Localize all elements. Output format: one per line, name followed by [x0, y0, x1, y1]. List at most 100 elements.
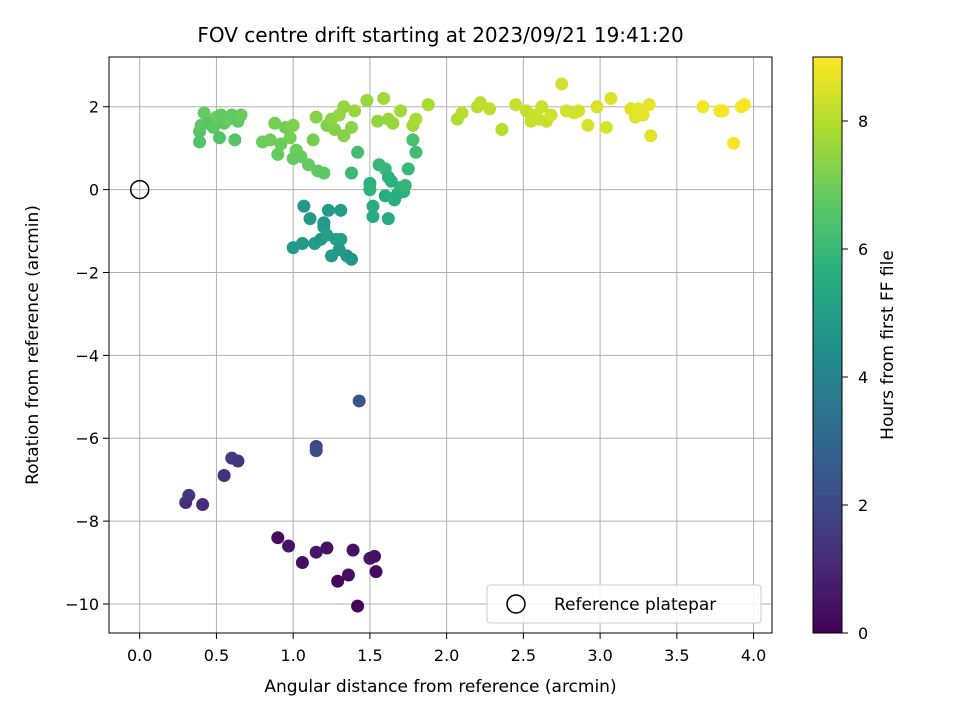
data-point — [483, 102, 497, 116]
legend: Reference platepar — [486, 584, 762, 624]
data-point — [213, 131, 226, 145]
data-point — [381, 212, 395, 226]
data-point — [344, 166, 358, 180]
x-tick-label: 2.0 — [434, 646, 459, 665]
data-point — [346, 543, 360, 557]
colorbar-gradient — [812, 56, 843, 634]
data-point — [384, 174, 398, 188]
data-point — [421, 98, 435, 112]
data-point — [581, 118, 595, 132]
data-point — [231, 454, 245, 468]
data-point — [283, 131, 297, 145]
reference-marker — [129, 179, 150, 200]
x-tick-label: 2.5 — [511, 646, 536, 665]
data-point — [727, 136, 741, 150]
data-point — [352, 394, 366, 408]
data-point — [599, 120, 613, 134]
data-point — [409, 145, 423, 159]
colorbar-label: Hours from first FF file — [878, 250, 898, 440]
x-tick-label: 0.5 — [204, 646, 229, 665]
y-tick-label: −8 — [75, 512, 99, 531]
data-point — [344, 252, 358, 266]
data-point — [371, 114, 385, 128]
data-point — [544, 108, 558, 122]
x-tick-label: 3.0 — [587, 646, 612, 665]
data-point — [337, 129, 351, 143]
data-point — [644, 129, 658, 143]
data-point — [306, 133, 320, 147]
data-point — [309, 545, 323, 559]
data-point — [509, 98, 523, 112]
data-point — [590, 100, 604, 114]
data-point — [197, 106, 211, 120]
colorbar: 0 2 4 6 8 Hours from first FF file — [812, 56, 898, 643]
data-point — [366, 199, 380, 213]
data-point — [398, 178, 412, 192]
data-point — [228, 133, 242, 147]
data-point — [455, 106, 469, 120]
y-tick-label: −10 — [65, 595, 99, 614]
y-axis-ticks: 2 0 −2 −4 −6 −8 −10 — [65, 98, 109, 614]
data-point — [473, 96, 487, 110]
data-point — [274, 137, 288, 151]
colorbar-tick-label: 0 — [858, 624, 868, 643]
data-point — [321, 203, 335, 217]
data-point — [351, 599, 365, 613]
data-point — [406, 133, 420, 147]
data-points — [179, 77, 751, 613]
y-tick-label: 2 — [89, 98, 99, 117]
data-point — [344, 120, 358, 134]
y-tick-label: −2 — [75, 263, 99, 282]
data-point — [341, 568, 355, 582]
data-point — [268, 116, 282, 130]
data-point — [334, 232, 348, 246]
x-axis-ticks: 0.0 0.5 1.0 1.5 2.0 2.5 3.0 3.5 4.0 — [127, 633, 766, 665]
colorbar-ticks: 0 2 4 6 8 — [842, 112, 868, 643]
data-point — [696, 100, 710, 114]
x-tick-label: 0.0 — [127, 646, 152, 665]
data-point — [409, 112, 423, 126]
data-point — [535, 100, 549, 114]
data-point — [604, 91, 618, 105]
data-point — [360, 94, 374, 108]
data-point — [303, 212, 317, 226]
data-point — [309, 444, 323, 458]
data-point — [295, 236, 309, 250]
data-point — [348, 104, 362, 118]
data-point — [377, 91, 391, 105]
data-point — [368, 549, 382, 563]
data-point — [295, 556, 309, 570]
data-point — [317, 216, 331, 230]
data-point — [337, 100, 351, 114]
data-point — [271, 531, 285, 545]
data-point — [386, 116, 400, 130]
data-point — [217, 469, 231, 483]
data-point — [636, 108, 650, 122]
data-point — [282, 539, 296, 553]
x-tick-label: 4.0 — [741, 646, 766, 665]
data-point — [196, 498, 210, 512]
x-tick-label: 3.5 — [664, 646, 689, 665]
data-point — [331, 574, 345, 588]
data-point — [317, 166, 331, 180]
data-point — [363, 183, 377, 197]
data-point — [193, 135, 207, 149]
data-point — [294, 149, 308, 163]
data-point — [716, 104, 730, 118]
data-point — [263, 133, 277, 147]
data-point — [495, 123, 509, 137]
data-point — [286, 118, 300, 132]
x-tick-label: 1.5 — [357, 646, 382, 665]
x-axis-label: Angular distance from reference (arcmin) — [264, 677, 616, 697]
data-point — [320, 541, 334, 555]
y-tick-label: −4 — [75, 346, 99, 365]
data-point — [642, 98, 656, 112]
colorbar-tick-label: 8 — [858, 112, 868, 131]
data-point — [334, 203, 348, 217]
data-point — [182, 488, 196, 502]
data-point — [271, 147, 285, 161]
x-tick-label: 1.0 — [280, 646, 305, 665]
colorbar-tick-label: 4 — [858, 368, 868, 387]
